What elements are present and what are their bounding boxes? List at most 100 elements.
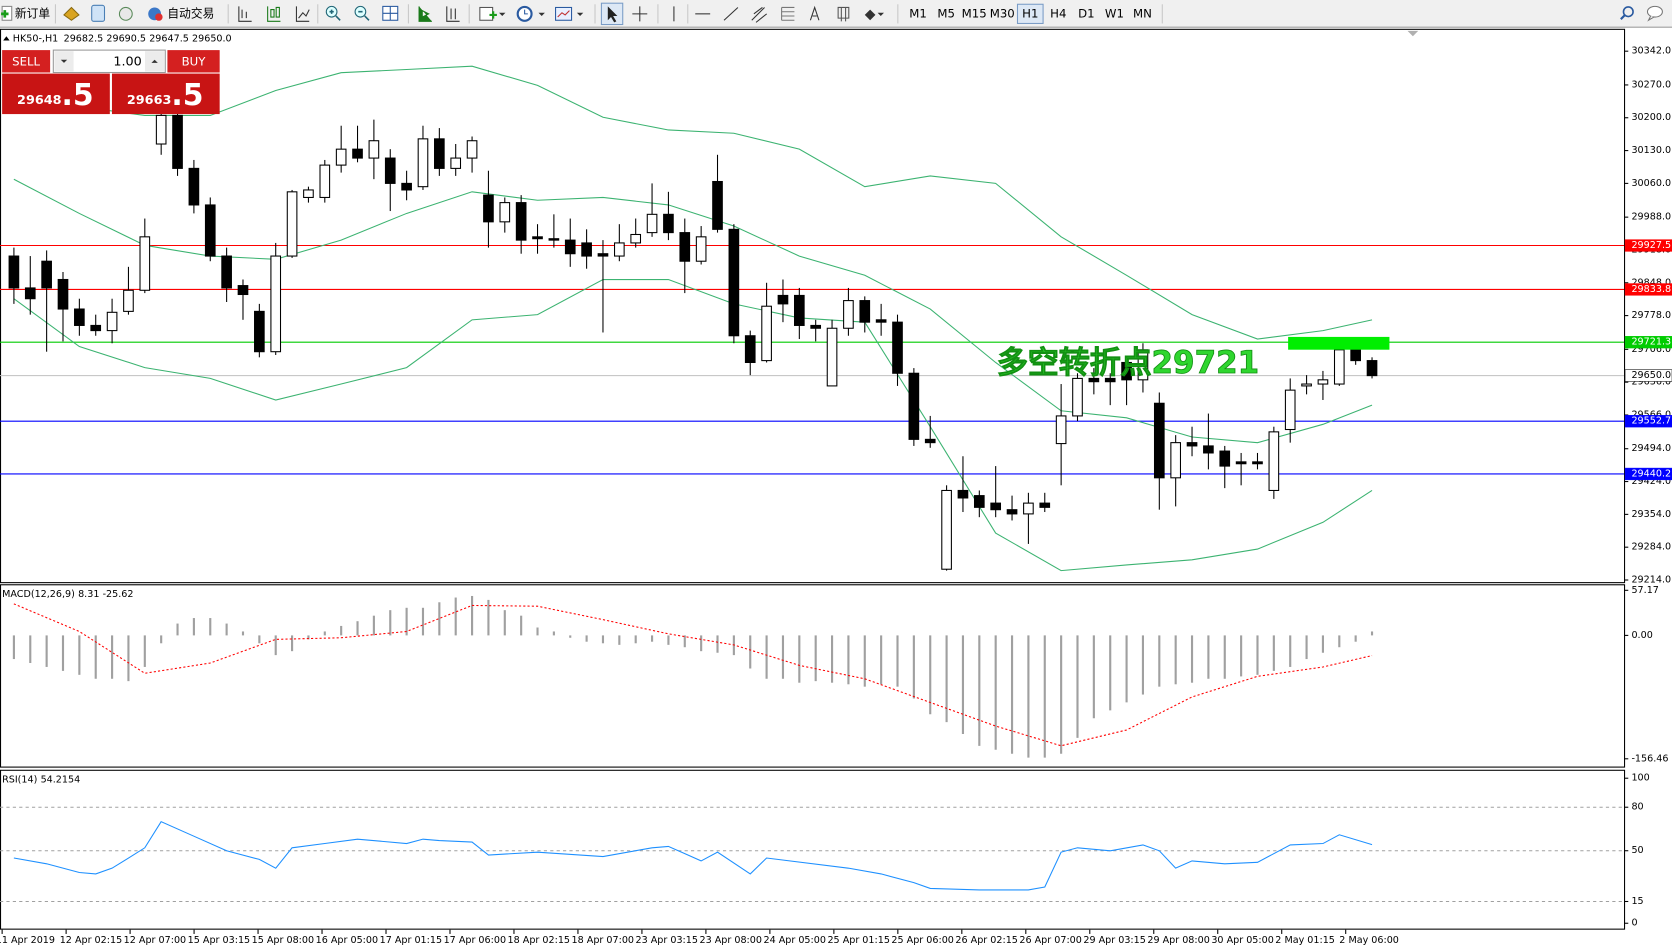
arrows-button[interactable] (864, 9, 884, 21)
plot-area (0, 65, 1625, 903)
new-order-button[interactable]: 新订单 (1, 5, 50, 21)
macd-header: MACD(12,26,9) 8.31 -25.62 (2, 588, 133, 599)
auto-trading-button[interactable]: 自动交易 (148, 6, 214, 21)
time-label: 25 Apr 06:00 (891, 935, 953, 946)
timeframe-button[interactable]: M30 (990, 6, 1015, 20)
timeframe-button[interactable]: M5 (937, 6, 955, 20)
candle-body (744, 335, 756, 364)
y-tick-label: 50 (1631, 845, 1643, 856)
time-label: 24 Apr 05:00 (763, 935, 825, 946)
bar-chart-button[interactable] (238, 6, 252, 22)
low: 29647.5 (149, 33, 189, 44)
time-label: 17 Apr 06:00 (444, 935, 506, 946)
chart-shift-button[interactable] (446, 6, 460, 22)
candle-body (1137, 349, 1149, 381)
y-tick-label: 30342.0 (1631, 46, 1671, 57)
candle-body (204, 204, 216, 257)
candle-body (859, 300, 871, 323)
lot-value: 1.00 (113, 54, 141, 69)
candle-body (384, 157, 396, 184)
lot-field[interactable] (52, 49, 166, 74)
tile-button[interactable] (382, 5, 399, 21)
price-level-tag (1624, 239, 1672, 252)
candle-body (515, 202, 527, 241)
candle-body (646, 213, 658, 234)
periods-button[interactable] (516, 5, 545, 22)
timeframe-button[interactable]: H1 (1022, 6, 1038, 20)
candle-body (630, 233, 642, 244)
time-label: 15 Apr 03:15 (188, 935, 250, 946)
time-label: 17 Apr 01:15 (380, 935, 442, 946)
chat-button[interactable] (1646, 5, 1663, 22)
candle-body (695, 236, 707, 262)
candle-body (581, 242, 592, 257)
y-tick-label: 29636.0 (1631, 377, 1671, 388)
indicators-button[interactable] (479, 6, 506, 21)
rsi-panel-frame (0, 769, 1626, 930)
icon (524, 9, 528, 15)
candle-body (843, 300, 854, 329)
timeframe-button[interactable]: W1 (1105, 6, 1124, 20)
candle-body (1039, 502, 1051, 508)
buy-button[interactable] (167, 50, 220, 73)
y-tick-label: 0.00 (1631, 630, 1652, 641)
channel-button[interactable] (751, 7, 768, 23)
sell-label: SELL (12, 54, 40, 68)
templates-button[interactable] (555, 6, 584, 21)
sell-button[interactable] (2, 50, 51, 73)
candle-body (597, 253, 609, 257)
trendline-button[interactable] (723, 7, 739, 21)
y-tick-label: 29424.0 (1631, 476, 1671, 487)
y-tick-label: 29706.0 (1631, 344, 1671, 355)
candle-body (1235, 461, 1247, 465)
icon (576, 12, 584, 16)
toolbar-icon[interactable] (91, 4, 106, 22)
auto-trading-label: 自动交易 (167, 6, 214, 20)
toolbar-icon[interactable] (63, 6, 80, 21)
time-label: 16 Apr 05:00 (316, 935, 378, 946)
candle-body (368, 140, 380, 159)
candle-body (1203, 445, 1214, 454)
timeframe-button[interactable]: M1 (909, 6, 927, 20)
text-button[interactable] (809, 5, 820, 21)
rsi-title: RSI(14) (2, 774, 37, 785)
candle-body (908, 372, 920, 440)
timeframe-button[interactable]: D1 (1078, 6, 1094, 20)
timeframe-button[interactable]: MN (1133, 6, 1152, 20)
zoom-out-button[interactable] (354, 5, 370, 21)
sell-price-fraction: .5 (62, 77, 94, 112)
rsi-line (13, 821, 1373, 891)
toolbar-icon[interactable] (118, 6, 133, 21)
candle-body (90, 324, 102, 332)
buy-price-box[interactable] (111, 73, 220, 115)
fibo-button[interactable] (781, 6, 795, 21)
price-level-label: 29833.8 (1631, 284, 1671, 295)
candle-body (450, 157, 462, 169)
candle-body (793, 294, 805, 326)
candle-body (548, 238, 560, 241)
line-chart-button[interactable] (295, 6, 310, 22)
sell-price-box[interactable] (2, 73, 110, 115)
price-level-label: 29721.3 (1631, 337, 1671, 348)
timeframe-button[interactable]: M15 (962, 6, 987, 20)
candle-body (1121, 361, 1132, 381)
zoom-in-button[interactable] (325, 5, 341, 21)
y-tick-label: 29284.0 (1631, 542, 1671, 553)
candle-chart-button[interactable] (267, 6, 281, 22)
candle-body (679, 232, 691, 262)
timeframe-button[interactable]: H4 (1050, 6, 1066, 20)
time-label: 23 Apr 03:15 (636, 935, 698, 946)
crosshair-button[interactable] (632, 6, 648, 22)
autoscroll-button[interactable] (418, 6, 432, 22)
lot-down-icon (60, 59, 68, 63)
search-button[interactable] (1620, 6, 1634, 20)
label-button[interactable] (837, 6, 850, 22)
candle-body (8, 255, 20, 289)
icon (329, 9, 341, 21)
rsi-header: RSI(14) 54.2154 (2, 774, 80, 785)
candle-body (123, 289, 134, 312)
sell-price: 29648.5 (17, 77, 94, 112)
level-labels: 29927.5 29833.8 29721.3 29650.0 29552.7 29440… (1624, 239, 1672, 481)
candle-body (1153, 402, 1165, 479)
